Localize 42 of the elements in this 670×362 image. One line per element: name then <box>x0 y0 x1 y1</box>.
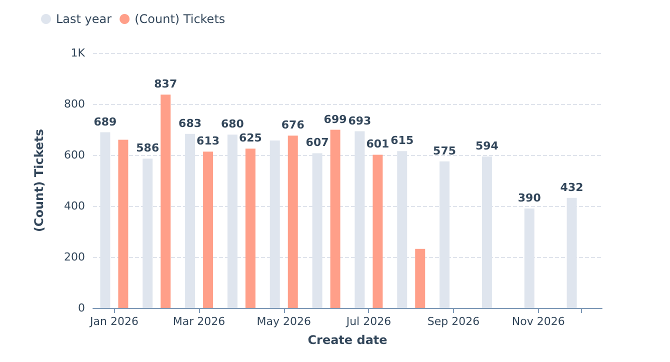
y-tick-label: 400 <box>64 200 85 212</box>
y-tick-label: 800 <box>64 98 85 110</box>
bar <box>566 198 577 308</box>
legend-label: (Count) Tickets <box>134 12 226 26</box>
bar <box>372 154 383 308</box>
data-label: 689 <box>94 115 117 128</box>
bar <box>415 248 426 308</box>
data-label: 575 <box>433 144 456 158</box>
x-tick-label: Mar 2026 <box>172 315 226 328</box>
x-tick-label: Sep 2026 <box>427 315 480 328</box>
data-label: 837 <box>154 78 178 91</box>
bar <box>245 148 256 308</box>
y-tick-label: 0 <box>78 302 85 314</box>
data-label: 680 <box>220 118 244 131</box>
data-label: 615 <box>390 134 414 148</box>
x-tick-label: Nov 2026 <box>512 315 565 328</box>
data-label: 613 <box>196 134 220 148</box>
data-label: 390 <box>518 192 542 205</box>
x-tick-label: Jul 2026 <box>345 315 392 328</box>
bar <box>160 94 171 308</box>
data-label: 693 <box>348 114 372 128</box>
data-label: 586 <box>136 142 160 155</box>
y-tick-label: 200 <box>64 250 85 264</box>
bar <box>330 130 340 308</box>
legend-label: Last year <box>56 12 112 26</box>
y-tick-label: 600 <box>64 148 85 162</box>
data-label: 601 <box>366 138 390 151</box>
x-tick-label: Jan 2026 <box>88 315 138 328</box>
data-label: 625 <box>238 132 262 145</box>
data-label: 676 <box>281 118 305 132</box>
bar <box>118 140 128 308</box>
x-axis-title: Create date <box>308 333 388 347</box>
data-label: 699 <box>324 112 347 126</box>
data-label: 432 <box>560 180 584 194</box>
data-label: 594 <box>475 140 499 153</box>
y-tick-label: 1K <box>70 46 86 60</box>
y-axis-title: (Count) Tickets <box>32 128 46 232</box>
bar <box>203 152 214 308</box>
x-tick-label: May 2026 <box>256 315 311 328</box>
bar <box>288 136 298 308</box>
data-label: 607 <box>306 136 329 150</box>
data-label: 683 <box>178 116 202 130</box>
